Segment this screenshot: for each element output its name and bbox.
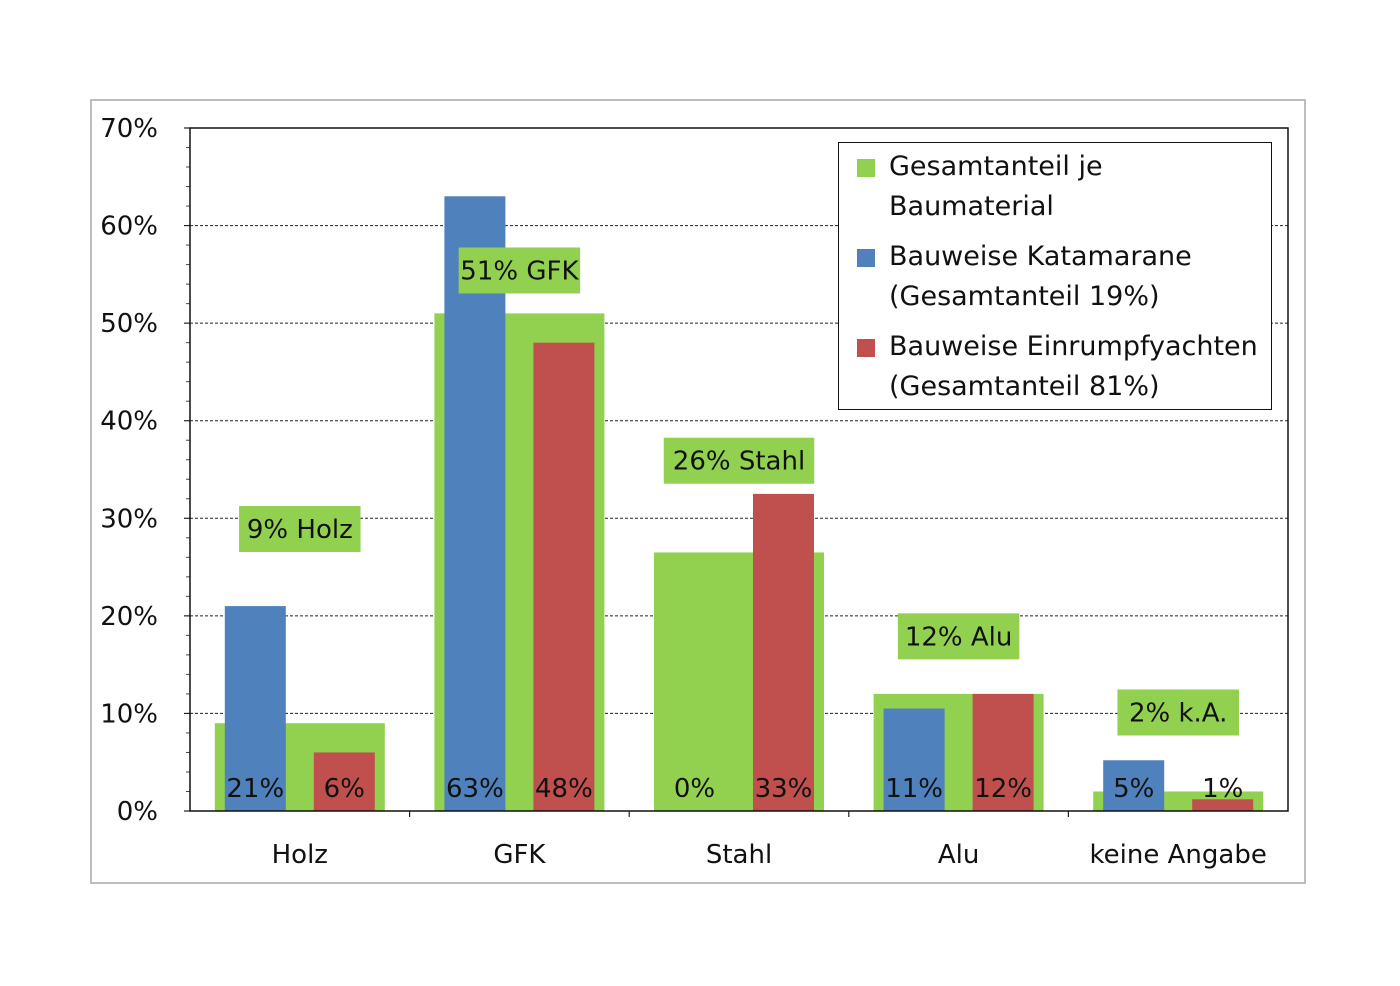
legend-swatch-einrumpf <box>857 339 875 357</box>
y-tick-label: 60% <box>100 212 158 242</box>
bar-label-einrumpf-1: 48% <box>535 774 593 804</box>
y-tick-label: 30% <box>100 504 158 534</box>
total-label-2: 26% Stahl <box>673 447 805 477</box>
bar-einrumpf-3 <box>972 693 1034 811</box>
bar-label-katamarane-3: 11% <box>885 774 943 804</box>
chart-frame <box>90 99 1306 884</box>
legend-label-total-line1: Gesamtanteil je <box>889 151 1103 182</box>
bar-label-katamarane-1: 63% <box>446 774 504 804</box>
total-label-3: 12% Alu <box>905 622 1013 652</box>
bar-label-einrumpf-0: 6% <box>324 774 365 804</box>
bar-label-katamarane-2: 0% <box>674 774 715 804</box>
bar-katamarane-3 <box>883 708 945 811</box>
total-label-0: 9% Holz <box>247 515 353 545</box>
total-label-box-4 <box>1117 689 1239 736</box>
bar-einrumpf-1 <box>533 342 595 811</box>
x-tick-label: Holz <box>272 840 328 870</box>
legend-label-einrumpf-line1: Bauweise Einrumpfyachten <box>889 331 1258 362</box>
y-tick-label: 40% <box>100 407 158 437</box>
legend-label-katamarane-line2: (Gesamtanteil 19%) <box>889 281 1160 312</box>
bar-label-katamarane-0: 21% <box>226 774 284 804</box>
bar-einrumpf-0 <box>313 752 375 811</box>
bar-einrumpf-4 <box>1192 799 1254 811</box>
x-tick-label: Alu <box>938 840 980 870</box>
legend-item-einrumpf: Bauweise Einrumpfyachten (Gesamtanteil 8… <box>857 327 1269 407</box>
bar-label-katamarane-4: 5% <box>1113 774 1154 804</box>
plot-border <box>189 127 1289 812</box>
legend: Gesamtanteil je Baumaterial Bauweise Kat… <box>838 142 1272 410</box>
legend-item-katamarane: Bauweise Katamarane (Gesamtanteil 19%) <box>857 237 1269 317</box>
total-label-box-0 <box>239 506 361 553</box>
y-tick-label: 10% <box>100 699 158 729</box>
legend-label-einrumpf-line2: (Gesamtanteil 81%) <box>889 371 1160 402</box>
legend-item-total: Gesamtanteil je Baumaterial <box>857 147 1269 227</box>
legend-swatch-total <box>857 159 875 177</box>
total-label-box-1 <box>458 247 581 294</box>
bar-label-einrumpf-4: 1% <box>1202 774 1243 804</box>
y-tick-label: 0% <box>117 797 158 827</box>
total-label-box-2 <box>663 437 815 484</box>
x-tick-label: Stahl <box>706 840 772 870</box>
legend-label-katamarane-line1: Bauweise Katamarane <box>889 241 1192 272</box>
bar-label-einrumpf-3: 12% <box>974 774 1032 804</box>
y-tick-label: 70% <box>100 114 158 144</box>
total-label-4: 2% k.A. <box>1129 698 1227 728</box>
bar-katamarane-0 <box>224 606 286 811</box>
bar-label-einrumpf-2: 33% <box>755 774 813 804</box>
total-label-1: 51% GFK <box>460 256 579 286</box>
bar-einrumpf-2 <box>753 493 814 811</box>
x-tick-label: GFK <box>493 840 546 870</box>
y-tick-label: 50% <box>100 309 158 339</box>
y-tick-label: 20% <box>100 602 158 632</box>
total-label-box-3 <box>897 613 1020 660</box>
bar-katamarane-1 <box>444 196 506 812</box>
legend-label-total-line2: Baumaterial <box>889 191 1054 222</box>
bar-katamarane-4 <box>1103 760 1165 811</box>
legend-swatch-katamarane <box>857 249 875 267</box>
x-tick-label: keine Angabe <box>1090 840 1267 870</box>
